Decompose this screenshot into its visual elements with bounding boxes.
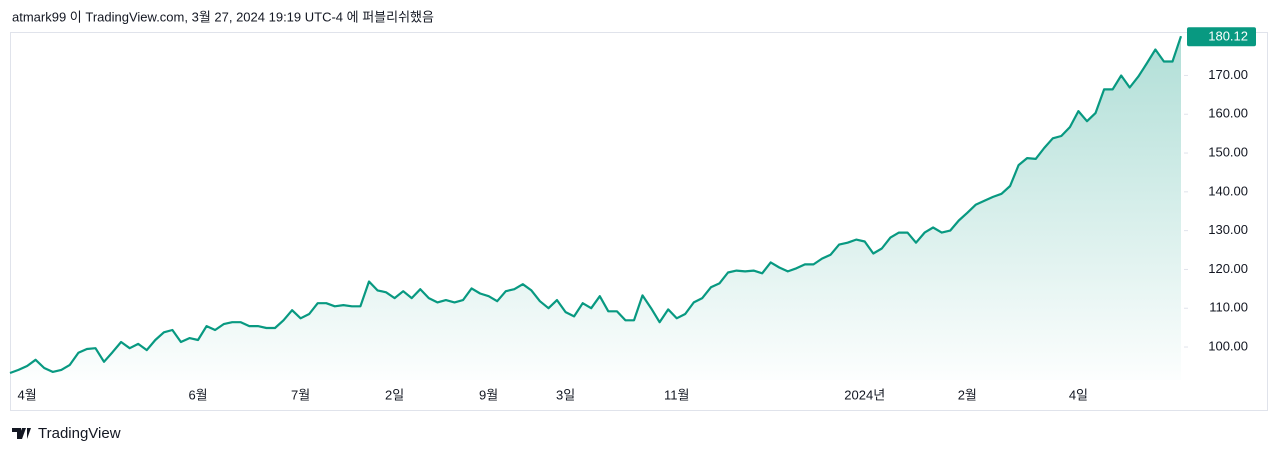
y-tick-label: 160.00 — [1208, 106, 1248, 121]
source: TradingView — [38, 425, 121, 442]
x-tick-label: 4일 — [1069, 387, 1088, 402]
x-tick-label: 2월 — [958, 387, 977, 402]
y-tick-label: 140.00 — [1208, 183, 1248, 198]
line — [9, 35, 1183, 375]
x-tick-label: 2024년 — [844, 387, 885, 402]
y-tick-label: 120.00 — [1208, 261, 1248, 276]
x-tick-label: 4월 — [17, 387, 36, 402]
last-price-label: 180.12 — [1208, 29, 1248, 44]
y-tick-label: 100.00 — [1208, 338, 1248, 353]
x-tick-label: 3일 — [556, 387, 575, 402]
chart-title: atmark99 이 TradingView.com, 3월 27, 2024 … — [12, 9, 434, 24]
y-tick-label: 130.00 — [1208, 222, 1248, 237]
chart-frame — [10, 32, 1268, 411]
x-tick-label: 7월 — [291, 387, 310, 402]
x-tick-label: 9월 — [479, 387, 498, 402]
y-tick-label: 170.00 — [1208, 67, 1248, 82]
y-tick-label: 150.00 — [1208, 144, 1248, 159]
last-price-box — [1187, 27, 1256, 47]
x-tick-label: 2일 — [385, 387, 404, 402]
area — [10, 36, 1181, 380]
y-tick-label: 110.00 — [1209, 300, 1248, 315]
x-tick-label: 6월 — [188, 387, 207, 402]
logo — [12, 428, 31, 439]
x-tick-label: 11월 — [664, 387, 689, 402]
